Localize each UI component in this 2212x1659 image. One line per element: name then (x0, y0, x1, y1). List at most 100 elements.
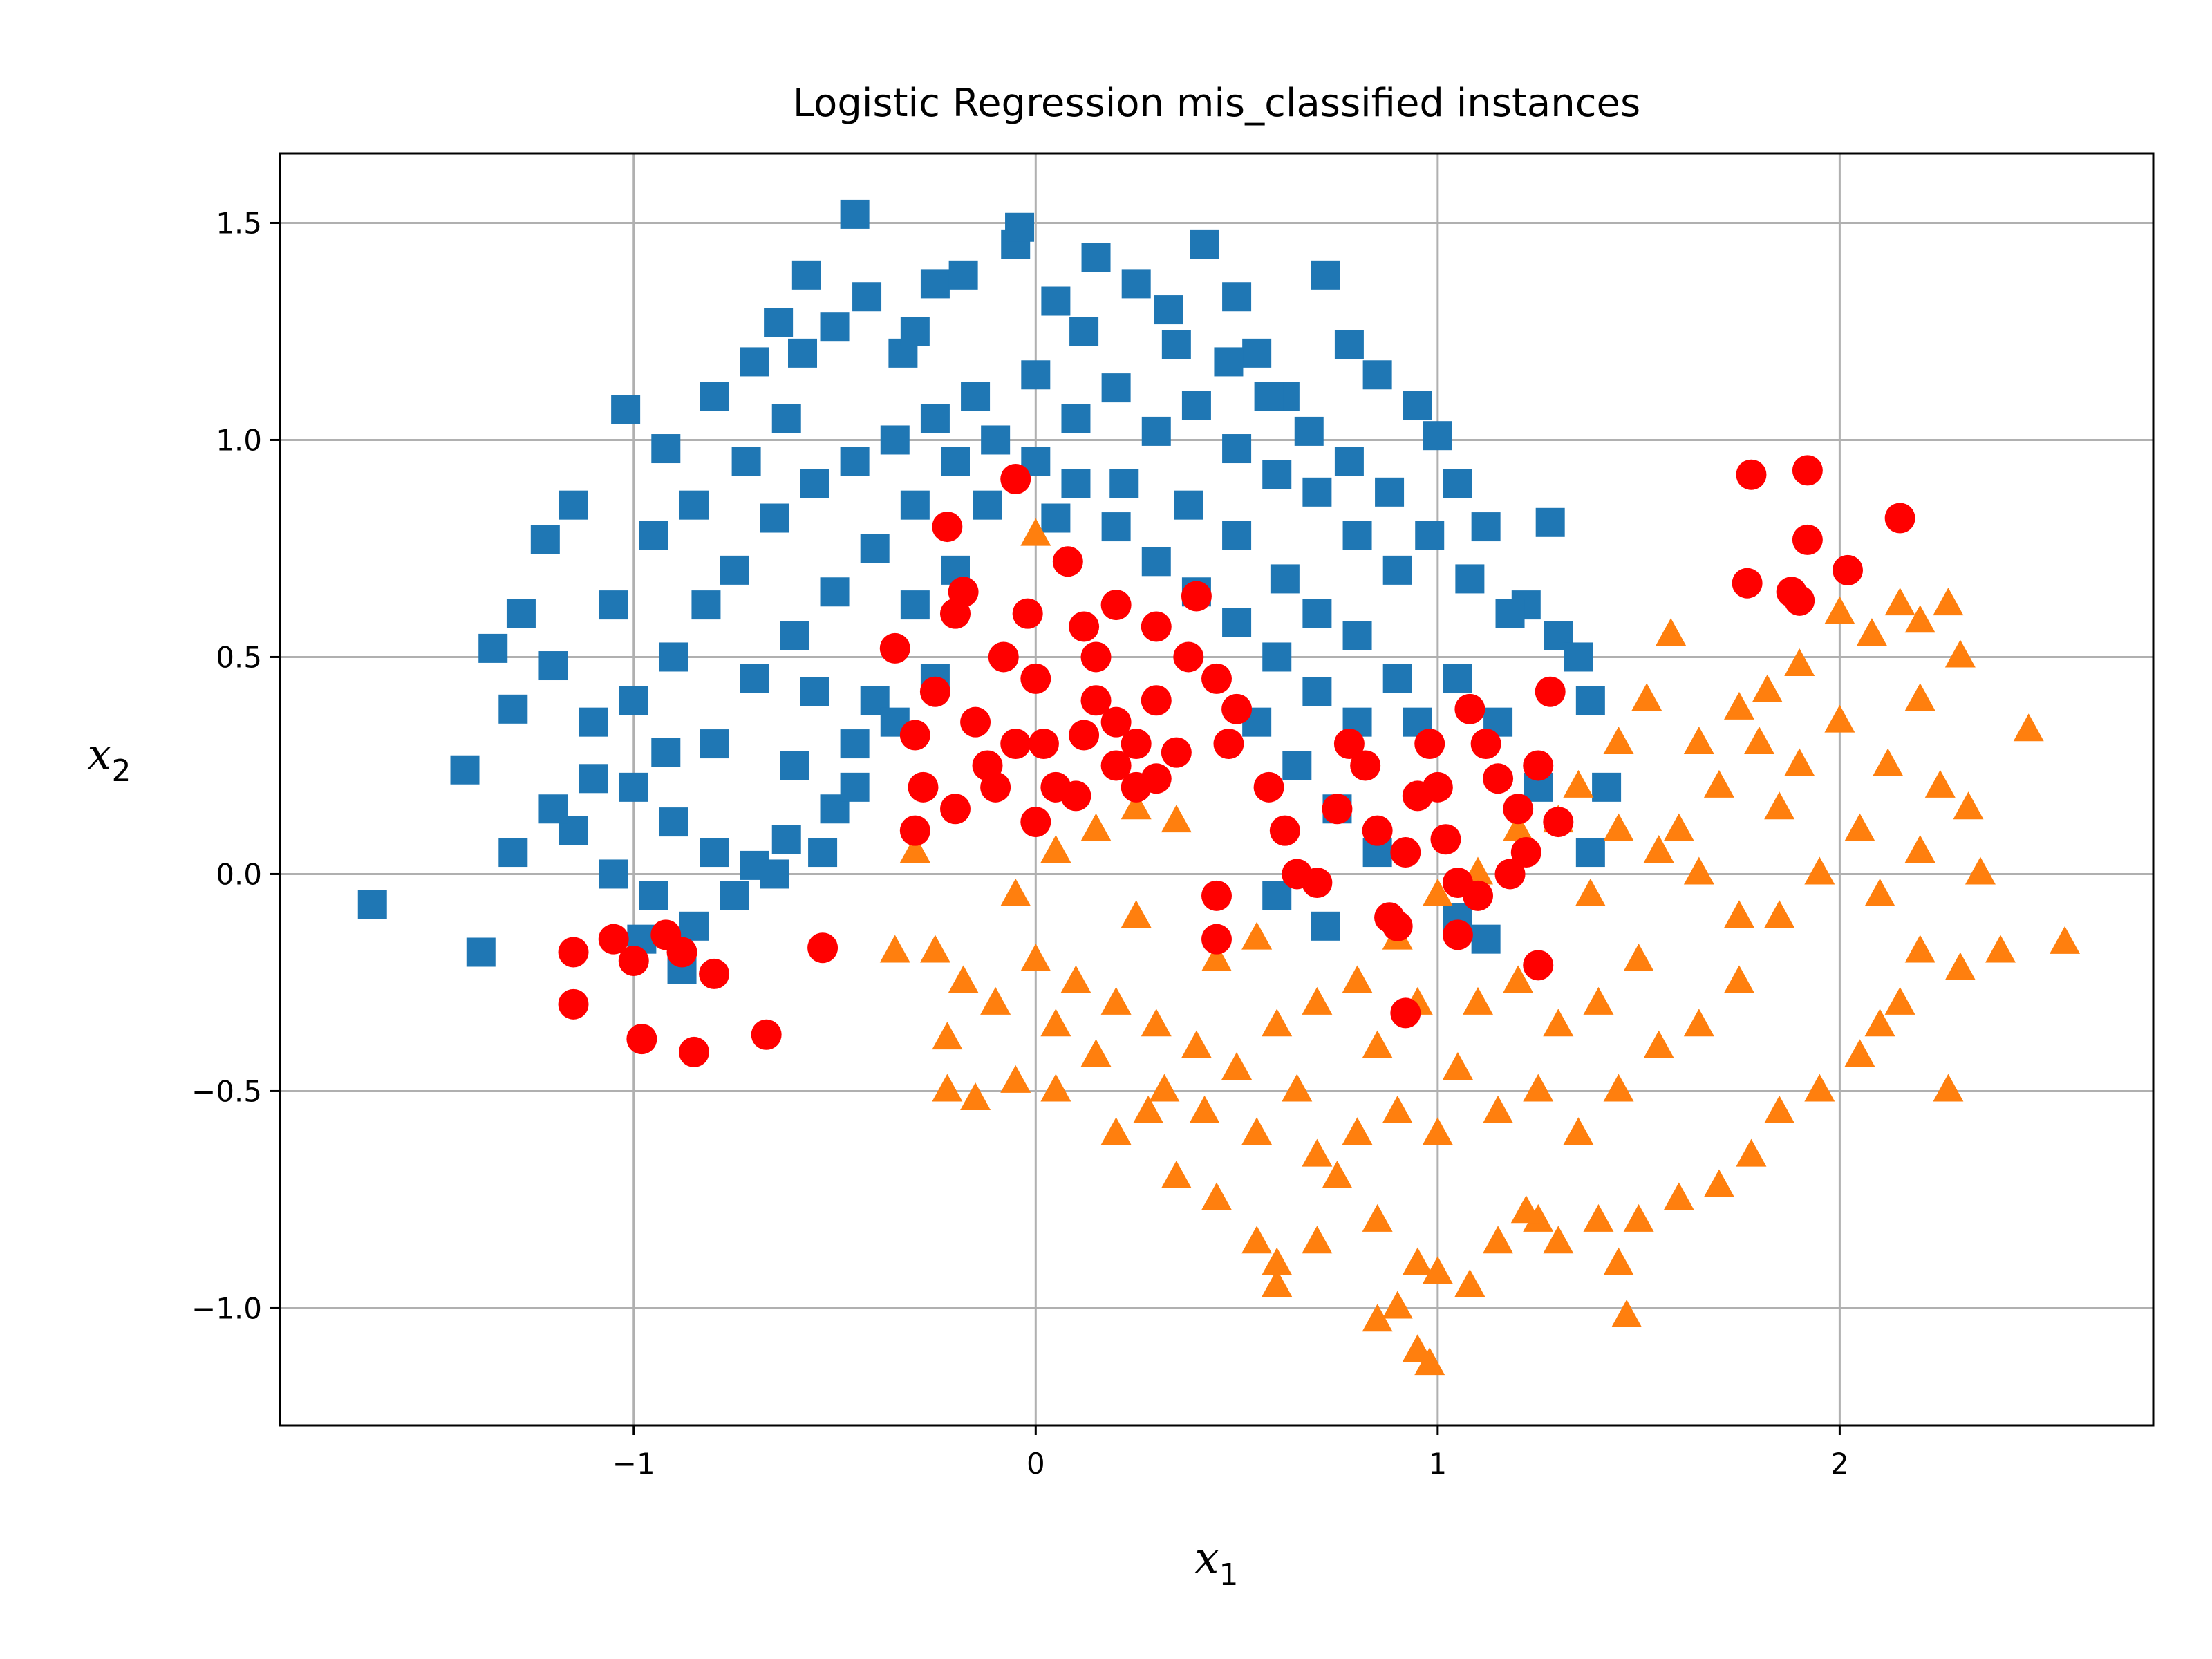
misclassified-circle-point (598, 924, 629, 955)
class0-square-point (1262, 460, 1292, 489)
class0-square-point (1041, 286, 1071, 316)
misclassified-circle-point (1362, 815, 1393, 846)
misclassified-circle-point (1069, 611, 1100, 642)
class0-square-point (538, 794, 568, 824)
class0-square-point (506, 599, 536, 628)
class0-square-point (1154, 295, 1183, 325)
class0-square-point (700, 729, 729, 759)
class1-triangle-point (1100, 986, 1132, 1015)
class1-triangle-point (1543, 1009, 1574, 1037)
misclassified-circle-point (1020, 663, 1051, 694)
misclassified-circle-point (1000, 463, 1031, 494)
class1-triangle-point (1933, 588, 1964, 616)
misclassified-circle-point (1121, 729, 1152, 760)
class0-square-point (530, 525, 560, 554)
class0-square-point (1495, 599, 1525, 628)
class1-triangle-point (1201, 944, 1232, 972)
class0-square-point (840, 772, 870, 802)
class0-square-point (1535, 507, 1565, 537)
class0-square-point (840, 199, 870, 229)
class1-triangle-point (1402, 1334, 1433, 1362)
class0-square-point (1342, 521, 1372, 550)
class1-triangle-point (1000, 1065, 1031, 1093)
misclassified-circle-point (1161, 737, 1192, 768)
misclassified-circle-point (1543, 807, 1574, 838)
class0-square-point (1081, 243, 1111, 272)
misclassified-circle-point (1201, 880, 1232, 911)
class0-square-point (611, 395, 641, 424)
class1-triangle-point (1020, 518, 1051, 546)
class1-triangle-point (932, 1074, 963, 1102)
y-tick-label: −1.0 (191, 1291, 262, 1325)
class1-triangle-point (1884, 986, 1915, 1015)
class1-triangle-point (1904, 835, 1936, 863)
class0-square-point (1214, 347, 1244, 377)
class1-triangle-point (1020, 944, 1051, 972)
class1-triangle-point (1744, 727, 1775, 755)
class0-square-point (973, 490, 1002, 520)
class0-square-point (1382, 664, 1412, 693)
class0-square-point (788, 338, 818, 368)
class1-triangle-point (1161, 1161, 1192, 1189)
class1-triangle-point (1683, 856, 1714, 885)
class1-triangle-point (1402, 1247, 1433, 1275)
misclassified-circle-point (1454, 693, 1485, 724)
class0-square-point (900, 317, 930, 346)
misclassified-circle-point (751, 1019, 782, 1050)
misclassified-circle-point (932, 512, 963, 543)
misclassified-circle-point (626, 1024, 657, 1055)
class0-square-point (700, 382, 729, 411)
misclassified-circle-point (1213, 729, 1244, 760)
class0-square-point (1242, 338, 1272, 368)
misclassified-circle-point (899, 720, 930, 751)
class0-square-point (1222, 608, 1252, 637)
class0-square-point (357, 890, 387, 919)
class0-square-point (579, 707, 608, 737)
misclassified-circle-point (1333, 729, 1365, 760)
class1-triangle-point (1241, 1117, 1273, 1145)
class0-square-point (1041, 503, 1071, 533)
misclassified-circle-point (1792, 524, 1823, 555)
class0-square-point (1222, 282, 1252, 312)
class1-triangle-point (980, 986, 1011, 1015)
class0-square-point (920, 404, 950, 433)
misclassified-circle-point (678, 1036, 709, 1067)
class0-square-point (1403, 391, 1432, 420)
class0-square-point (1190, 229, 1219, 259)
class0-square-point (1174, 490, 1203, 520)
class1-triangle-point (932, 1022, 963, 1050)
class1-triangle-point (1804, 1074, 1835, 1102)
class1-triangle-point (1724, 691, 1755, 720)
class1-triangle-point (1953, 791, 1984, 820)
class1-triangle-point (1161, 805, 1192, 833)
misclassified-circle-point (1483, 763, 1514, 794)
misclassified-circle-point (1020, 807, 1051, 838)
misclassified-circle-point (807, 932, 838, 964)
class0-square-point (1270, 564, 1300, 594)
misclassified-circle-point (988, 641, 1019, 673)
class1-triangle-point (1603, 1247, 1634, 1275)
class1-triangle-point (1241, 921, 1273, 950)
misclassified-circle-point (666, 937, 697, 968)
misclassified-circle-point (1181, 581, 1212, 612)
class0-square-point (1471, 512, 1501, 542)
misclassified-circle-point (1302, 868, 1333, 899)
class1-triangle-point (1944, 952, 1976, 980)
class0-square-point (619, 686, 648, 715)
class0-square-point (1141, 416, 1171, 446)
class1-triangle-point (1543, 1226, 1574, 1254)
class0-square-point (679, 490, 709, 520)
class0-square-point (1101, 512, 1131, 542)
class0-square-point (1005, 212, 1035, 242)
data-points-layer (357, 199, 2081, 1376)
class1-triangle-point (1643, 835, 1674, 863)
class0-square-point (1302, 677, 1332, 706)
class1-triangle-point (1322, 1161, 1353, 1189)
y-tick-label: 1.0 (216, 423, 262, 457)
class1-triangle-point (1583, 1203, 1614, 1232)
misclassified-circle-point (1052, 546, 1083, 577)
misclassified-circle-point (1000, 729, 1031, 760)
class0-square-point (659, 807, 688, 837)
class1-triangle-point (1040, 1009, 1071, 1037)
class0-square-point (820, 312, 850, 342)
